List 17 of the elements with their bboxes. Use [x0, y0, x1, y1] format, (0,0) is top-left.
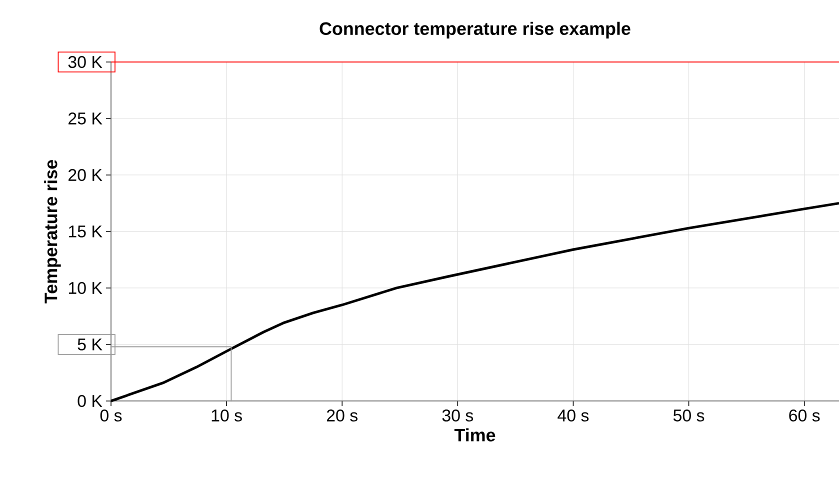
x-tick-label: 10 s	[212, 409, 242, 422]
x-tick-label: 30 s	[442, 409, 474, 422]
x-tick-label: 40 s	[558, 409, 589, 422]
y-axis-title: Temperature rise	[44, 160, 61, 304]
chart-title: Connector temperature rise example	[320, 22, 630, 39]
x-tick-label: 50 s	[673, 409, 704, 422]
x-axis-title: Time	[454, 428, 496, 442]
y-tick-label: 30 K	[68, 56, 102, 68]
y-tick-label: 5 K	[78, 338, 102, 350]
x-tick-label: 20 s	[326, 409, 358, 422]
y-tick-label: 0 K	[78, 394, 102, 407]
y-tick-label: 25 K	[68, 112, 102, 124]
y-tick-label: 15 K	[68, 226, 102, 238]
y-tick-label: 10 K	[68, 282, 102, 294]
x-tick-label: 0 s	[100, 409, 122, 422]
y-tick-label: 20 K	[68, 168, 102, 181]
x-tick-label: 60 s	[789, 409, 820, 422]
